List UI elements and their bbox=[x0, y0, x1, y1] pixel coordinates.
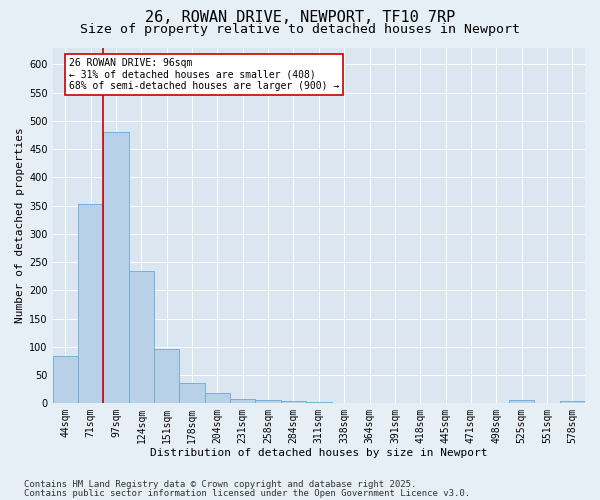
Bar bbox=[103, 132, 129, 403]
Bar bbox=[256, 400, 281, 403]
Bar bbox=[129, 270, 154, 403]
Text: 26 ROWAN DRIVE: 96sqm
← 31% of detached houses are smaller (408)
68% of semi-det: 26 ROWAN DRIVE: 96sqm ← 31% of detached … bbox=[68, 58, 339, 92]
Bar bbox=[78, 204, 103, 403]
Bar bbox=[535, 402, 560, 403]
Bar bbox=[53, 356, 78, 403]
Bar bbox=[281, 401, 306, 403]
Text: Size of property relative to detached houses in Newport: Size of property relative to detached ho… bbox=[80, 22, 520, 36]
Bar bbox=[332, 402, 357, 403]
Bar bbox=[230, 400, 256, 403]
Bar bbox=[357, 402, 382, 403]
X-axis label: Distribution of detached houses by size in Newport: Distribution of detached houses by size … bbox=[150, 448, 488, 458]
Bar bbox=[154, 349, 179, 403]
Text: 26, ROWAN DRIVE, NEWPORT, TF10 7RP: 26, ROWAN DRIVE, NEWPORT, TF10 7RP bbox=[145, 10, 455, 25]
Bar bbox=[179, 384, 205, 403]
Text: Contains public sector information licensed under the Open Government Licence v3: Contains public sector information licen… bbox=[24, 488, 470, 498]
Bar bbox=[509, 400, 535, 403]
Bar bbox=[306, 402, 332, 403]
Y-axis label: Number of detached properties: Number of detached properties bbox=[15, 128, 25, 323]
Text: Contains HM Land Registry data © Crown copyright and database right 2025.: Contains HM Land Registry data © Crown c… bbox=[24, 480, 416, 489]
Bar bbox=[560, 401, 585, 403]
Bar bbox=[205, 393, 230, 403]
